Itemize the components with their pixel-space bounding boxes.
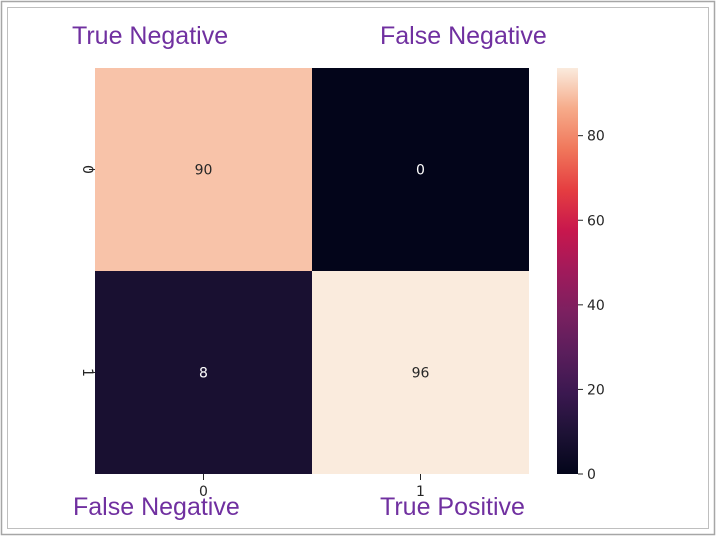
y-tick-label: 1 <box>79 368 95 377</box>
heatmap-cell <box>95 68 312 271</box>
colorbar-ticks: 0 20 40 60 80 <box>578 129 605 483</box>
x-tick-label: 1 <box>416 484 425 500</box>
cell-value-label: 0 <box>416 163 425 179</box>
heatmap-cell <box>312 68 529 271</box>
cell-value-label: 90 <box>195 163 213 179</box>
x-tick-label: 0 <box>199 484 208 500</box>
heatmap-cell <box>95 271 312 474</box>
heatmap-cells: 90 0 8 96 <box>95 68 529 474</box>
annotation-true-positive: True Positive <box>380 493 525 521</box>
colorbar-tick-label: 0 <box>587 467 596 483</box>
cell-value-label: 96 <box>412 366 430 382</box>
colorbar-tick-label: 20 <box>587 382 605 398</box>
annotation-true-negative: True Negative <box>72 22 228 50</box>
colorbar-tick-label: 40 <box>587 298 605 314</box>
heatmap-cell <box>312 271 529 474</box>
annotation-false-negative-bottom: False Negative <box>73 493 240 521</box>
y-tick-label: 0 <box>79 165 95 174</box>
inner-frame <box>7 7 709 529</box>
cell-value-label: 8 <box>199 366 208 382</box>
colorbar-gradient <box>557 68 578 474</box>
colorbar-tick-label: 60 <box>587 213 605 229</box>
colorbar: 0 20 40 60 80 <box>557 68 605 483</box>
colorbar-tick-label: 80 <box>587 129 605 145</box>
annotation-false-negative-top: False Negative <box>380 22 547 50</box>
y-axis: 01 <box>79 165 95 377</box>
